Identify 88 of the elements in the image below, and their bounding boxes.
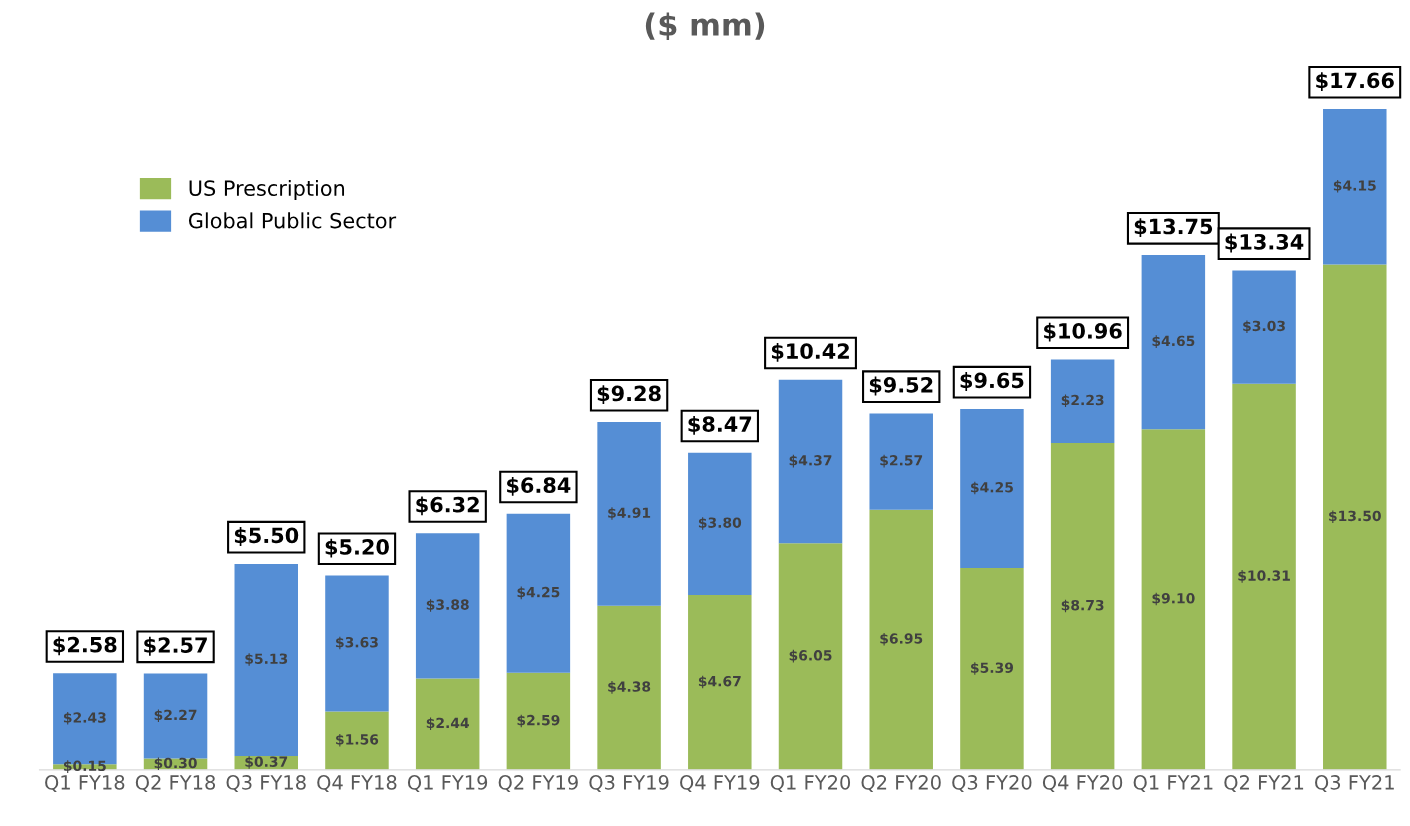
data-label: $2.27 <box>154 709 197 722</box>
x-tick-label: Q3 FY18 <box>226 775 306 792</box>
bar <box>415 533 480 679</box>
data-label: $10.31 <box>1238 570 1290 583</box>
data-label: $4.38 <box>608 681 651 694</box>
total-label: $17.66 <box>1316 72 1394 92</box>
total-label: $2.57 <box>144 636 207 656</box>
x-tick-label: Q4 FY20 <box>1042 775 1123 792</box>
bar <box>234 563 298 756</box>
data-label: $3.03 <box>1243 320 1285 333</box>
total-label: $6.32 <box>416 496 479 516</box>
data-label: $3.80 <box>698 517 742 530</box>
data-label: $2.23 <box>1061 394 1104 408</box>
data-label: $5.39 <box>971 662 1014 675</box>
total-label: $5.50 <box>234 527 299 546</box>
x-tick-label: Q2 FY21 <box>1224 775 1304 792</box>
bar <box>960 568 1024 770</box>
data-label: $0.37 <box>245 756 288 769</box>
x-tick-label: Q3 FY19 <box>589 775 669 792</box>
data-label: $4.67 <box>698 675 741 689</box>
total-label: $6.84 <box>507 476 571 496</box>
total-label: $8.47 <box>688 415 752 435</box>
total-label: $9.28 <box>597 385 661 405</box>
total-label: $13.34 <box>1225 233 1304 253</box>
x-tick-label: Q4 FY18 <box>317 775 397 792</box>
bar <box>688 594 752 770</box>
x-tick-label: Q1 FY18 <box>45 775 125 792</box>
bar <box>415 678 480 770</box>
total-label: $10.42 <box>771 342 849 362</box>
x-tick-label: Q1 FY19 <box>407 775 488 792</box>
bar <box>1050 359 1115 443</box>
data-label: $13.50 <box>1329 510 1381 523</box>
bar <box>597 422 661 606</box>
data-label: $2.59 <box>517 714 560 728</box>
x-tick-label: Q4 FY19 <box>680 775 760 792</box>
total-label: $9.65 <box>960 372 1024 391</box>
bar <box>506 513 571 673</box>
bar <box>869 509 933 770</box>
bar <box>688 452 752 595</box>
data-label: $4.37 <box>789 454 832 468</box>
x-tick-label: Q2 FY19 <box>498 775 578 792</box>
data-label: $0.30 <box>154 757 197 771</box>
data-label: $2.57 <box>880 454 923 468</box>
legend-label: Global Public Sector <box>188 212 397 229</box>
bar <box>869 413 933 510</box>
x-tick-label: Q1 FY20 <box>770 775 851 792</box>
x-tick-label: Q2 FY20 <box>861 775 941 792</box>
data-label: $4.91 <box>608 507 651 520</box>
bar <box>1323 264 1387 770</box>
total-label: $10.96 <box>1044 322 1122 342</box>
data-label: $3.63 <box>336 636 378 650</box>
bar <box>325 575 389 712</box>
data-label: $2.43 <box>63 712 106 725</box>
total-label: $9.52 <box>869 376 933 396</box>
data-label: $4.25 <box>971 481 1013 495</box>
bar <box>506 672 571 770</box>
data-label: $1.56 <box>336 733 379 747</box>
legend-label: US Prescription <box>189 179 345 201</box>
total-label: $5.20 <box>325 538 389 558</box>
data-label: $4.25 <box>517 586 560 600</box>
total-label: $2.58 <box>53 636 117 656</box>
data-label: $5.13 <box>245 653 288 666</box>
bar <box>778 543 843 770</box>
x-tick-label: Q1 FY21 <box>1133 775 1213 792</box>
data-label: $6.05 <box>789 649 832 663</box>
data-label: $3.88 <box>426 599 469 612</box>
total-label: $13.75 <box>1134 218 1213 238</box>
bar <box>143 673 208 759</box>
bar <box>325 711 389 770</box>
bar <box>597 605 661 770</box>
data-label: $6.95 <box>880 633 923 646</box>
data-label: $8.73 <box>1061 599 1104 613</box>
bar <box>1232 383 1296 770</box>
data-label: $2.44 <box>426 717 469 731</box>
x-tick-label: Q2 FY18 <box>135 775 216 792</box>
chart-title: ($ mm) <box>645 12 765 41</box>
bar <box>960 408 1024 569</box>
data-label: $9.10 <box>1152 592 1195 606</box>
x-tick-label: Q3 FY21 <box>1315 775 1394 792</box>
x-tick-label: Q3 FY20 <box>952 775 1032 792</box>
bar <box>1232 270 1296 384</box>
data-label: $4.15 <box>1333 180 1376 193</box>
bar <box>1323 109 1387 265</box>
bar <box>778 379 843 544</box>
bar <box>1141 429 1206 770</box>
data-label: $4.65 <box>1152 335 1195 348</box>
bar <box>1141 255 1206 430</box>
bar <box>1050 442 1115 770</box>
